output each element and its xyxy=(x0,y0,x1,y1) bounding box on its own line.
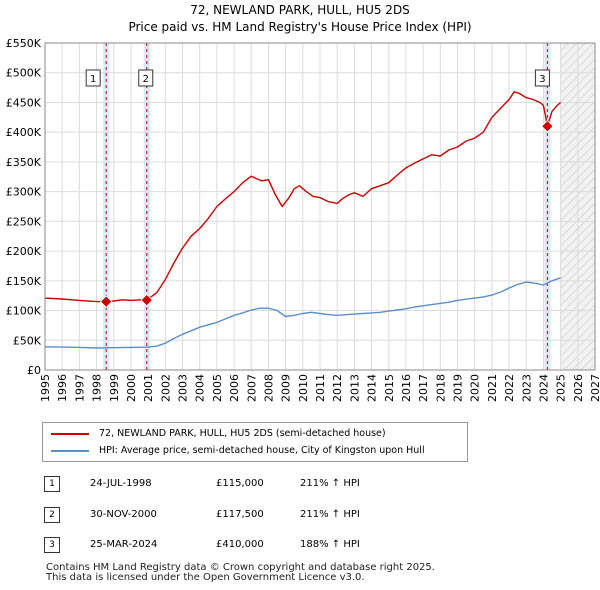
x-tick-label: 2008 xyxy=(262,374,275,402)
x-tick-label: 1998 xyxy=(91,374,104,402)
y-tick-label: £350K xyxy=(6,156,42,169)
x-tick-label: 2026 xyxy=(572,374,585,402)
sale-point xyxy=(99,295,113,308)
sale-point xyxy=(140,293,153,307)
sale-label-box xyxy=(138,69,154,87)
y-tick-label: £400K xyxy=(6,126,42,139)
transaction-price: £410,000 xyxy=(216,539,264,550)
sale-label: 3 xyxy=(539,74,545,85)
x-tick-label: 2012 xyxy=(331,374,344,402)
chart-subtitle: Price paid vs. HM Land Registry's House … xyxy=(128,20,472,34)
x-tick-label: 2010 xyxy=(297,374,310,402)
sale-label: 2 xyxy=(143,74,149,85)
x-tick-label: 1996 xyxy=(56,374,69,402)
x-tick-label: 2011 xyxy=(314,374,327,402)
price-chart: 1 2 3 £0 £50K £100K £150K £200K £250K £300K £350K £… xyxy=(6,37,600,402)
x-tick-label: 2015 xyxy=(383,374,396,402)
x-tick-label: 2014 xyxy=(366,374,379,402)
x-tick-label: 2007 xyxy=(245,374,258,402)
transaction-hpi: 188% ↑ HPI xyxy=(300,539,360,550)
x-tick-label: 2021 xyxy=(486,374,499,402)
legend-label-hpi: HPI: Average price, semi-detached house,… xyxy=(99,445,425,456)
x-tick-label: 2019 xyxy=(452,374,465,402)
transaction-date: 25-MAR-2024 xyxy=(90,539,158,550)
sale-label-box xyxy=(85,69,101,87)
x-tick-label: 1999 xyxy=(108,374,121,402)
transaction-date: 30-NOV-2000 xyxy=(90,509,157,520)
x-tick-label: 2018 xyxy=(434,374,447,402)
legend-label-property: 72, NEWLAND PARK, HULL, HU5 2DS (semi-de… xyxy=(99,428,386,439)
x-tick-label: 2013 xyxy=(348,374,361,402)
y-tick-label: £450K xyxy=(6,96,42,109)
footer-copyright: Contains HM Land Registry data © Crown c… xyxy=(46,562,435,573)
sale-label: 1 xyxy=(90,74,96,85)
x-tick-label: 2022 xyxy=(503,374,516,402)
y-tick-label: £250K xyxy=(6,215,42,228)
x-tick-label: 2005 xyxy=(211,374,224,402)
sale-point xyxy=(541,120,554,133)
x-tick-label: 2009 xyxy=(280,374,293,402)
y-tick-label: £50K xyxy=(13,334,42,347)
footer-licence: This data is licensed under the Open Gov… xyxy=(46,572,365,583)
transaction-date: 24-JUL-1998 xyxy=(90,478,152,489)
property-price-line xyxy=(44,91,562,303)
x-tick-label: 2006 xyxy=(228,374,241,402)
legend: 72, NEWLAND PARK, HULL, HU5 2DS (semi-de… xyxy=(42,422,468,462)
x-tick-label: 2020 xyxy=(469,374,482,402)
y-tick-label: £150K xyxy=(6,275,42,288)
y-tick-label: £0 xyxy=(27,364,41,377)
x-tick-label: 2023 xyxy=(520,374,533,402)
y-tick-label: £100K xyxy=(6,305,42,318)
transaction-number: 1 xyxy=(44,476,60,492)
transaction-number: 3 xyxy=(44,537,60,553)
legend-swatch-property xyxy=(51,433,89,435)
transaction-hpi: 211% ↑ HPI xyxy=(300,478,360,489)
y-tick-label: £300K xyxy=(6,186,42,199)
x-tick-label: 2001 xyxy=(142,374,155,402)
x-tick-label: 2027 xyxy=(589,374,600,402)
legend-swatch-hpi xyxy=(51,450,89,452)
x-tick-label: 2002 xyxy=(159,374,172,402)
x-tick-label: 1995 xyxy=(39,374,52,402)
chart-title: 72, NEWLAND PARK, HULL, HU5 2DS xyxy=(190,3,410,17)
transaction-hpi: 211% ↑ HPI xyxy=(300,509,360,520)
transaction-price: £115,000 xyxy=(216,478,264,489)
x-tick-label: 2025 xyxy=(555,374,568,402)
transaction-number: 2 xyxy=(44,507,60,523)
y-tick-label: £550K xyxy=(6,37,42,50)
x-tick-label: 1997 xyxy=(73,374,86,402)
y-tick-label: £500K xyxy=(6,67,42,80)
x-tick-label: 2003 xyxy=(177,374,190,402)
plot-frame xyxy=(44,42,596,371)
transaction-price: £117,500 xyxy=(216,509,264,520)
x-tick-label: 2004 xyxy=(194,374,207,402)
x-tick-label: 2000 xyxy=(125,374,138,402)
x-tick-label: 2024 xyxy=(537,374,550,402)
x-tick-label: 2017 xyxy=(417,374,430,402)
x-tick-label: 2016 xyxy=(400,374,413,402)
sale-label-box xyxy=(534,69,550,87)
hpi-line xyxy=(44,277,561,349)
y-tick-label: £200K xyxy=(6,245,42,258)
footer-attribution: Contains HM Land Registry data © Crown c… xyxy=(46,563,435,583)
